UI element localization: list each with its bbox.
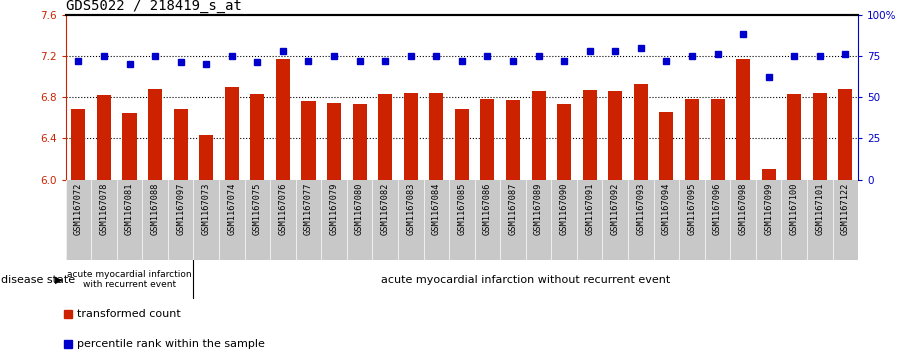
Bar: [762, 170, 775, 180]
Text: GSM1167081: GSM1167081: [125, 182, 134, 234]
Bar: [531, 91, 546, 180]
Text: GSM1167100: GSM1167100: [790, 182, 799, 234]
Text: acute myocardial infarction
with recurrent event: acute myocardial infarction with recurre…: [67, 270, 192, 289]
Text: GSM1167084: GSM1167084: [432, 182, 441, 234]
Text: GSM1167080: GSM1167080: [355, 182, 364, 234]
Bar: [404, 93, 418, 180]
Bar: [302, 101, 315, 180]
Bar: [685, 99, 699, 180]
Bar: [174, 110, 188, 180]
Bar: [122, 113, 137, 180]
Text: GSM1167096: GSM1167096: [713, 182, 722, 234]
Bar: [327, 103, 341, 180]
Text: GSM1167082: GSM1167082: [381, 182, 390, 234]
Bar: [558, 104, 571, 180]
Bar: [660, 111, 673, 180]
Text: disease state: disease state: [1, 274, 75, 285]
Text: GSM1167091: GSM1167091: [585, 182, 594, 234]
Bar: [455, 110, 469, 180]
Text: GSM1167076: GSM1167076: [279, 182, 287, 234]
Bar: [378, 94, 393, 180]
Bar: [276, 59, 290, 180]
Text: GSM1167088: GSM1167088: [150, 182, 159, 234]
Bar: [97, 95, 111, 180]
Text: GSM1167079: GSM1167079: [330, 182, 339, 234]
Text: GSM1167072: GSM1167072: [74, 182, 83, 234]
Bar: [813, 93, 827, 180]
Text: GSM1167099: GSM1167099: [764, 182, 773, 234]
Bar: [251, 94, 264, 180]
Bar: [634, 84, 648, 180]
Text: GSM1167078: GSM1167078: [99, 182, 108, 234]
Bar: [225, 87, 239, 180]
Text: GSM1167086: GSM1167086: [483, 182, 492, 234]
Text: acute myocardial infarction without recurrent event: acute myocardial infarction without recu…: [381, 274, 670, 285]
Text: GDS5022 / 218419_s_at: GDS5022 / 218419_s_at: [66, 0, 241, 13]
Text: GSM1167101: GSM1167101: [815, 182, 824, 234]
Text: transformed count: transformed count: [77, 309, 180, 319]
Text: GSM1167087: GSM1167087: [508, 182, 517, 234]
Text: GSM1167092: GSM1167092: [610, 182, 619, 234]
Text: GSM1167122: GSM1167122: [841, 182, 850, 234]
Text: GSM1167094: GSM1167094: [662, 182, 670, 234]
Bar: [711, 99, 724, 180]
Text: GSM1167073: GSM1167073: [201, 182, 210, 234]
Bar: [838, 89, 853, 180]
Text: GSM1167093: GSM1167093: [637, 182, 645, 234]
Text: GSM1167089: GSM1167089: [534, 182, 543, 234]
Text: GSM1167075: GSM1167075: [253, 182, 261, 234]
Text: GSM1167074: GSM1167074: [227, 182, 236, 234]
Bar: [609, 91, 622, 180]
Text: percentile rank within the sample: percentile rank within the sample: [77, 339, 265, 350]
Text: GSM1167095: GSM1167095: [688, 182, 697, 234]
Bar: [353, 104, 366, 180]
Bar: [506, 100, 520, 180]
Bar: [71, 110, 86, 180]
Bar: [583, 90, 597, 180]
Text: GSM1167077: GSM1167077: [304, 182, 313, 234]
Text: ▶: ▶: [56, 274, 63, 285]
Bar: [200, 135, 213, 180]
Text: GSM1167098: GSM1167098: [739, 182, 748, 234]
Bar: [429, 93, 444, 180]
Text: GSM1167090: GSM1167090: [559, 182, 568, 234]
Bar: [787, 94, 802, 180]
Bar: [736, 59, 750, 180]
Text: GSM1167083: GSM1167083: [406, 182, 415, 234]
Text: GSM1167085: GSM1167085: [457, 182, 466, 234]
Bar: [480, 99, 495, 180]
Bar: [148, 89, 162, 180]
Text: GSM1167097: GSM1167097: [176, 182, 185, 234]
